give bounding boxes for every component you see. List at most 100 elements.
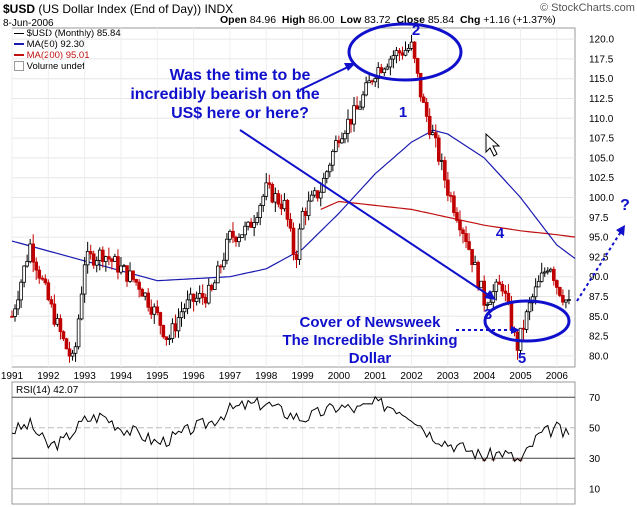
legend-swatch-volume xyxy=(14,61,24,72)
price-y-tick-label: 80.0 xyxy=(589,351,609,362)
candle-body xyxy=(461,229,465,234)
candle-body xyxy=(104,256,108,262)
candle-body xyxy=(16,299,20,310)
x-tick-label: 1991 xyxy=(1,371,24,382)
candle-body xyxy=(476,261,480,289)
candle-body xyxy=(179,311,184,319)
candle-body xyxy=(125,265,129,282)
candle-body xyxy=(243,225,247,236)
price-y-tick-label: 105.0 xyxy=(589,153,614,164)
x-tick-label: 2004 xyxy=(473,371,496,382)
candle-body xyxy=(70,352,75,357)
newsweek-arrow-head xyxy=(511,326,520,334)
candle-body xyxy=(352,105,356,125)
ma200-line-group xyxy=(320,200,576,238)
newsweek-line-3: Dollar xyxy=(349,350,392,367)
arrow-to-bottom-head xyxy=(484,290,496,300)
candle-body xyxy=(19,281,23,301)
candle-body xyxy=(13,308,17,317)
x-tick-label: 2001 xyxy=(364,371,387,382)
candle-body xyxy=(140,288,144,297)
candle-body xyxy=(194,297,199,302)
candle-body xyxy=(10,315,14,318)
ma200-line xyxy=(320,200,576,238)
candle-body xyxy=(34,261,39,271)
candle-body xyxy=(182,308,187,313)
x-tick-label: 2000 xyxy=(328,371,351,382)
candle-body xyxy=(94,260,99,266)
candle-body xyxy=(509,302,514,331)
candle-body xyxy=(91,253,96,266)
x-tick-label: 1997 xyxy=(219,371,242,382)
candle-body xyxy=(176,317,181,332)
candle-body xyxy=(25,261,29,267)
candle-body xyxy=(382,68,387,74)
x-tick-label: 1998 xyxy=(255,371,278,382)
candle-body xyxy=(524,311,529,330)
candle-body xyxy=(370,80,374,83)
price-y-tick-label: 112.5 xyxy=(589,94,614,105)
price-y-tick-label: 115.0 xyxy=(589,74,614,85)
rsi-line xyxy=(11,395,570,463)
price-y-ticks: 80.0 82.5 85.0 87.5 90.0 92.5 95.0 97.5 100.0 102… xyxy=(589,35,614,363)
candle-body xyxy=(458,220,462,231)
candle-body xyxy=(424,102,429,117)
high-value: 86.00 xyxy=(308,14,335,26)
candle-body xyxy=(430,132,435,136)
candle-body xyxy=(164,336,169,340)
candle-body xyxy=(237,237,241,243)
candle-body xyxy=(213,282,217,290)
candle-body xyxy=(521,327,526,330)
candle-body xyxy=(173,323,178,332)
question-line-1: Was the time to be xyxy=(170,67,311,84)
rsi-grid xyxy=(12,396,575,490)
candle-body xyxy=(276,193,281,205)
candle-body xyxy=(564,299,568,303)
question-line-3: US$ here or here? xyxy=(171,105,309,122)
candle-body xyxy=(473,261,477,266)
rsi-y-tick-label: 70 xyxy=(589,393,601,404)
candle-body xyxy=(113,256,117,262)
candle-body xyxy=(246,221,250,227)
forecast-arrow-head xyxy=(616,225,625,236)
rsi-panel: 10 30 50 70 RSI(14) 42.07 xyxy=(11,381,601,505)
candle-body xyxy=(119,265,123,273)
candle-body xyxy=(67,348,72,357)
legend-swatch-price xyxy=(14,32,24,34)
candle-body xyxy=(443,160,447,181)
candle-body xyxy=(231,230,235,238)
candle-body xyxy=(161,324,166,338)
candle-body xyxy=(403,49,408,56)
legend-ma50-text: MA(50) 92.30 xyxy=(26,39,85,50)
price-y-tick-label: 95.0 xyxy=(589,233,609,244)
candle-body xyxy=(209,284,214,290)
candle-body xyxy=(167,338,172,340)
x-tick-label: 1992 xyxy=(37,371,60,382)
candle-body xyxy=(58,318,63,333)
candle-body xyxy=(391,55,396,60)
candle-body xyxy=(527,302,532,313)
header-date: 8-Jun-2006 xyxy=(3,18,54,29)
candle-body xyxy=(324,171,329,179)
candle-body xyxy=(479,280,483,289)
candle-body xyxy=(340,138,344,144)
x-tick-label: 1994 xyxy=(110,371,133,382)
candle-body xyxy=(315,190,320,199)
candle-body xyxy=(427,115,432,136)
x-tick-label: 1993 xyxy=(74,371,97,382)
candle-body xyxy=(567,299,571,301)
candle-body xyxy=(288,218,293,229)
candle-body xyxy=(61,331,66,340)
wave-label-5: 5 xyxy=(518,350,526,367)
candle-body xyxy=(137,281,141,290)
candle-body xyxy=(222,259,226,268)
rsi-y-tick-label: 10 xyxy=(589,484,601,495)
candle-body xyxy=(252,222,256,228)
candle-body xyxy=(82,264,87,295)
candle-body xyxy=(149,306,154,315)
wave-5-circle xyxy=(483,299,571,343)
candle-body xyxy=(558,287,562,296)
rsi-panel-frame xyxy=(11,381,576,505)
candle-body xyxy=(267,182,272,185)
low-value: 83.72 xyxy=(364,14,391,26)
